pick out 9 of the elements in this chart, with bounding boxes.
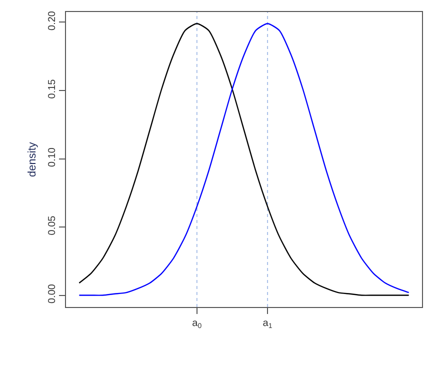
y-tick-label: 0.20 (46, 10, 58, 30)
x-tick-label: a$_{1}$ (262, 318, 272, 330)
y-axis-title: density (26, 142, 39, 177)
y-tick-label: 0.10 (46, 147, 58, 167)
line-series (78, 23, 410, 296)
y-tick-label: 0.00 (46, 284, 58, 304)
y-tick-label: 0.15 (46, 78, 58, 99)
x-tick-label: a$_{0}$ (192, 318, 202, 330)
y-tick-label: 0.05 (46, 215, 58, 236)
